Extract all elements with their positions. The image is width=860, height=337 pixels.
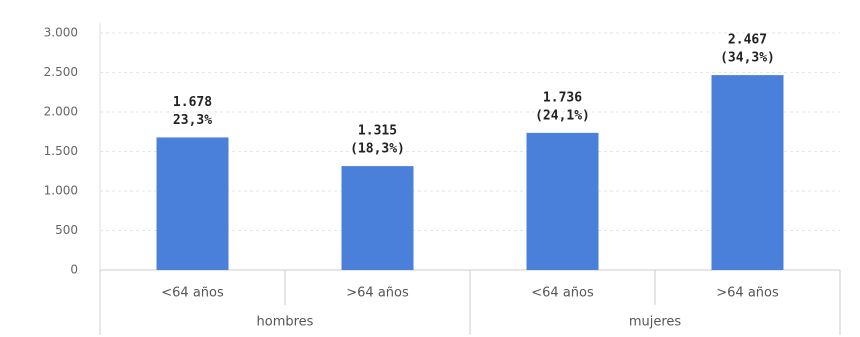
group-label: mujeres (629, 315, 682, 330)
y-tick-label: 1.000 (44, 184, 78, 198)
bar (341, 166, 414, 270)
group-label: hombres (257, 315, 314, 330)
bar (526, 132, 599, 270)
y-tick-label: 3.000 (44, 26, 78, 40)
data-label: 1.678 (173, 95, 212, 110)
share-label: 23,3% (173, 113, 212, 128)
x-tick-label: <64 años (161, 286, 224, 301)
bar (711, 75, 784, 271)
share-label: (24,1%) (535, 108, 590, 123)
share-label: (18,3%) (350, 142, 405, 157)
share-label: (34,3%) (720, 51, 775, 66)
y-tick-label: 500 (55, 223, 78, 237)
bar (156, 137, 229, 270)
y-tick-label: 0 (70, 263, 78, 277)
y-tick-label: 1.500 (44, 144, 78, 158)
data-label: 2.467 (728, 33, 767, 48)
y-tick-label: 2.000 (44, 105, 78, 119)
x-tick-label: >64 años (716, 286, 779, 301)
x-tick-label: >64 años (346, 286, 409, 301)
data-label: 1.315 (358, 124, 397, 139)
data-label: 1.736 (543, 90, 582, 105)
y-tick-label: 2.500 (44, 65, 78, 79)
x-tick-label: <64 años (531, 286, 594, 301)
